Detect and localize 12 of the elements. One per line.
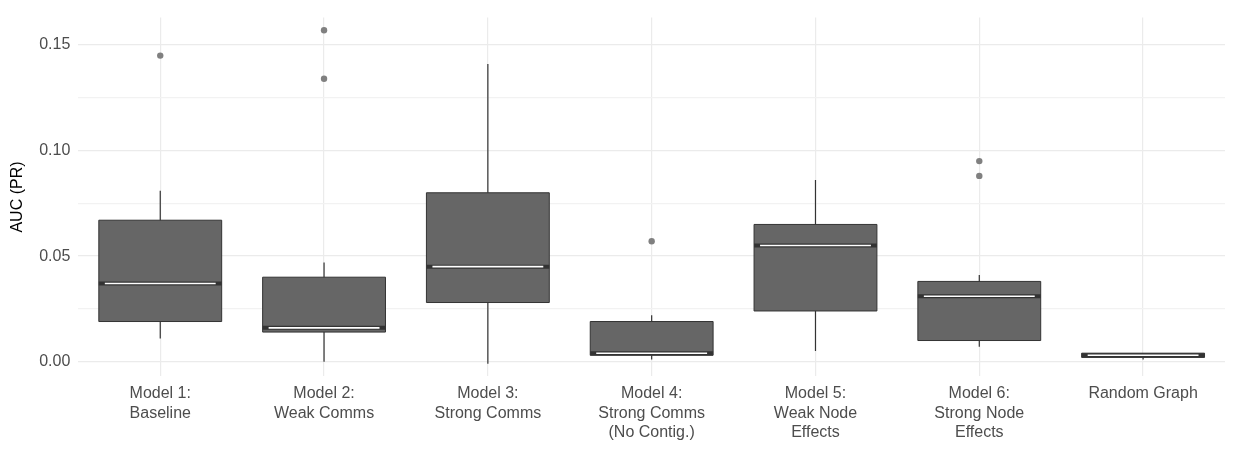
- y-axis-title: AUC (PR): [8, 161, 26, 233]
- y-tick-label: 0.00: [39, 352, 71, 370]
- x-tick-label: Model 6: Strong Node Effects: [934, 384, 1025, 440]
- y-tick-label: 0.05: [39, 246, 71, 264]
- x-tick-label: Model 4: Strong Comms (No Contig.): [598, 384, 706, 440]
- x-tick-label: Model 3: Strong Comms: [434, 384, 542, 421]
- y-tick-label: 0.10: [39, 140, 71, 158]
- x-tick-label: Random Graph: [1088, 384, 1198, 402]
- x-tick-label: Model 5: Weak Node Effects: [773, 384, 858, 440]
- y-tick-label: 0.15: [39, 35, 71, 53]
- x-tick-label: Model 1: Baseline: [129, 384, 192, 421]
- x-tick-label: Model 2: Weak Comms: [273, 384, 375, 421]
